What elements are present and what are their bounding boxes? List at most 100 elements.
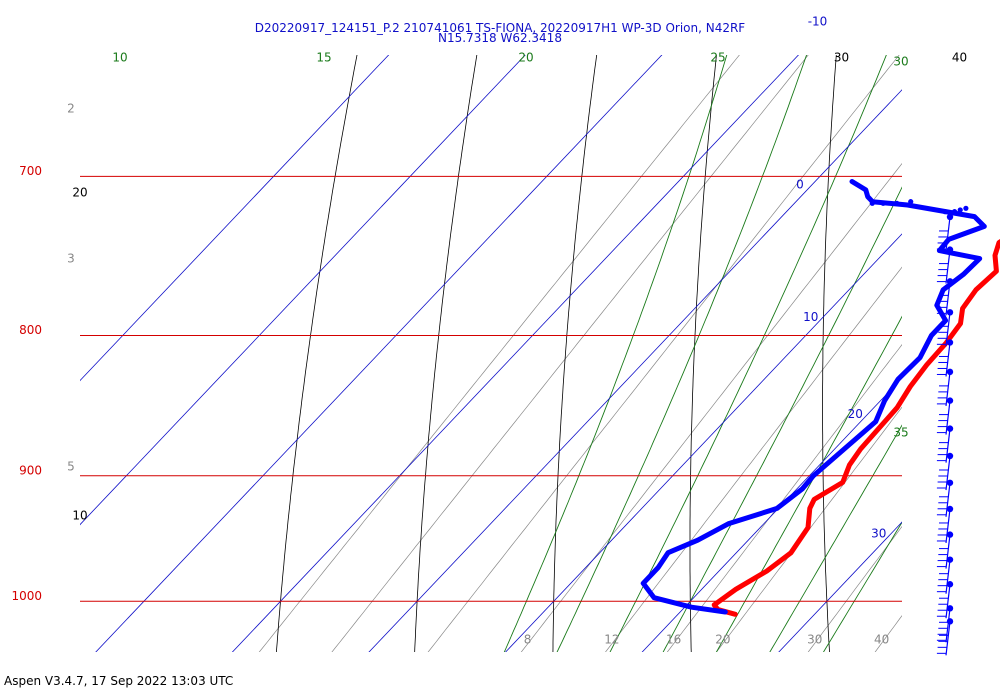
- dry-adiabat-label: 30: [834, 51, 849, 65]
- mixing-ratio-label: 40: [874, 633, 889, 647]
- mixing-ratio-label: 8: [524, 633, 532, 647]
- mixing-ratio-lines: [258, 55, 902, 652]
- wind-barb-staff: [945, 482, 951, 517]
- wind-barb-staff: [945, 342, 951, 377]
- dry-adiabat-label: 40: [952, 51, 967, 65]
- mixing-ratio-label: 3: [67, 252, 75, 266]
- moist-adiabat-line: [769, 424, 902, 652]
- wind-barb-staff: [945, 559, 951, 594]
- mixing-ratio-line: [427, 55, 900, 652]
- wind-barb-staff: [945, 371, 951, 406]
- wind-barb-dot: [946, 452, 954, 460]
- pressure-label: 1000: [11, 589, 42, 603]
- dewpoint-point: [894, 200, 900, 206]
- pressure-label: 900: [19, 463, 42, 477]
- dewpoint-point: [880, 200, 886, 206]
- isotherm-line: [505, 233, 902, 652]
- mixing-ratio-line: [807, 525, 902, 652]
- chart-subtitle: N15.7318 W62.3418: [438, 31, 562, 45]
- dewpoint-point: [869, 200, 875, 206]
- mixing-ratio-label: 30: [807, 633, 822, 647]
- moist-adiabat-line: [822, 521, 902, 652]
- moist-adiabat-line: [503, 55, 728, 652]
- isotherm-line: [80, 55, 526, 526]
- dewpoint-point: [942, 209, 948, 215]
- wind-barb-dot: [946, 368, 954, 376]
- dewpoint-point: [908, 199, 914, 205]
- moist-adiabat-label: 20: [518, 51, 533, 65]
- wind-barbs: [936, 213, 954, 656]
- isotherm-line: [231, 55, 799, 652]
- mixing-ratio-label: 2: [67, 102, 75, 116]
- wind-barb-dot: [946, 278, 954, 285]
- dry-adiabat-line: [822, 55, 837, 652]
- temperature-trace: [711, 238, 1000, 617]
- wind-barb-staff: [945, 584, 951, 619]
- moist-adiabat-label: 30: [893, 55, 908, 69]
- dry-adiabats: [276, 55, 837, 652]
- dry-adiabat-line: [552, 55, 598, 652]
- moist-adiabat-line: [609, 55, 887, 652]
- wind-barb-staff: [945, 455, 951, 491]
- wind-barb-dot: [946, 339, 954, 346]
- isobars: [80, 175, 902, 602]
- moist-adiabat-line: [662, 186, 902, 652]
- isotherm-label: -10: [808, 15, 828, 29]
- wind-barb-dot: [946, 397, 954, 404]
- dry-adiabat-line: [414, 55, 478, 652]
- isotherm-line: [778, 521, 902, 652]
- wind-barb-staff: [945, 249, 951, 284]
- mixing-ratio-line: [716, 406, 902, 652]
- isotherm-label: 20: [848, 407, 863, 421]
- isotherm-label: 0: [796, 177, 804, 191]
- moist-adiabat-line: [556, 55, 808, 652]
- wind-barb-staff: [945, 621, 951, 656]
- wind-barb-staff: [945, 508, 951, 544]
- mixing-ratio-line: [258, 55, 740, 652]
- wind-barb-staff: [945, 216, 951, 252]
- moist-adiabats: [503, 55, 902, 652]
- wind-barb-staff: [945, 534, 951, 569]
- mixing-ratio-line: [520, 163, 902, 652]
- mixing-ratio-line: [666, 344, 902, 652]
- isotherm-line: [368, 89, 902, 652]
- chart-title: D20220917_124151_P.2 210741061 TS-FIONA,…: [254, 21, 746, 35]
- isotherm-label: 30: [871, 526, 886, 540]
- wind-barb-dot: [946, 479, 954, 486]
- wind-barb-staff: [945, 428, 951, 463]
- mixing-ratio-label: 12: [604, 633, 619, 647]
- isotherm-line: [95, 55, 663, 652]
- dry-adiabat-label: 10: [72, 509, 87, 523]
- pressure-label: 700: [19, 164, 42, 178]
- moist-adiabat-label: 25: [710, 51, 725, 65]
- wind-barb-staff: [945, 312, 951, 347]
- moist-adiabat-label: 10: [112, 51, 127, 65]
- dewpoint-trace: [640, 179, 987, 615]
- wind-barb-staff: [945, 608, 951, 643]
- isotherm-line: [80, 55, 390, 382]
- isotherm-label: 10: [803, 310, 818, 324]
- dewpoint-point: [951, 209, 958, 215]
- wind-barb-staff: [945, 281, 951, 316]
- grid-labels: 6007008009001000-10010203030405020101015…: [11, 15, 967, 647]
- dewpoint-point: [963, 205, 969, 211]
- mixing-ratio-line: [331, 55, 809, 652]
- wind-barb-dot: [946, 505, 954, 513]
- dry-adiabat-line: [689, 55, 717, 652]
- moist-adiabat-label: 35: [893, 426, 908, 440]
- dry-adiabat-line: [276, 55, 358, 652]
- mixing-ratio-label: 16: [666, 633, 681, 647]
- dry-adiabat-label: 20: [72, 186, 87, 200]
- isotherms: [80, 55, 902, 652]
- mixing-ratio-label: 5: [67, 460, 75, 474]
- mixing-ratio-label: 20: [715, 633, 730, 647]
- mixing-ratio-line: [605, 266, 902, 652]
- footer-version: Aspen V3.4.7, 17 Sep 2022 13:03 UTC: [4, 674, 234, 688]
- pressure-label: 800: [19, 323, 42, 337]
- isotherm-line: [641, 377, 902, 652]
- sounding-traces: [640, 179, 1000, 617]
- dewpoint-point: [957, 207, 963, 213]
- wind-barb-staff: [945, 400, 951, 435]
- moist-adiabat-label: 15: [316, 51, 331, 65]
